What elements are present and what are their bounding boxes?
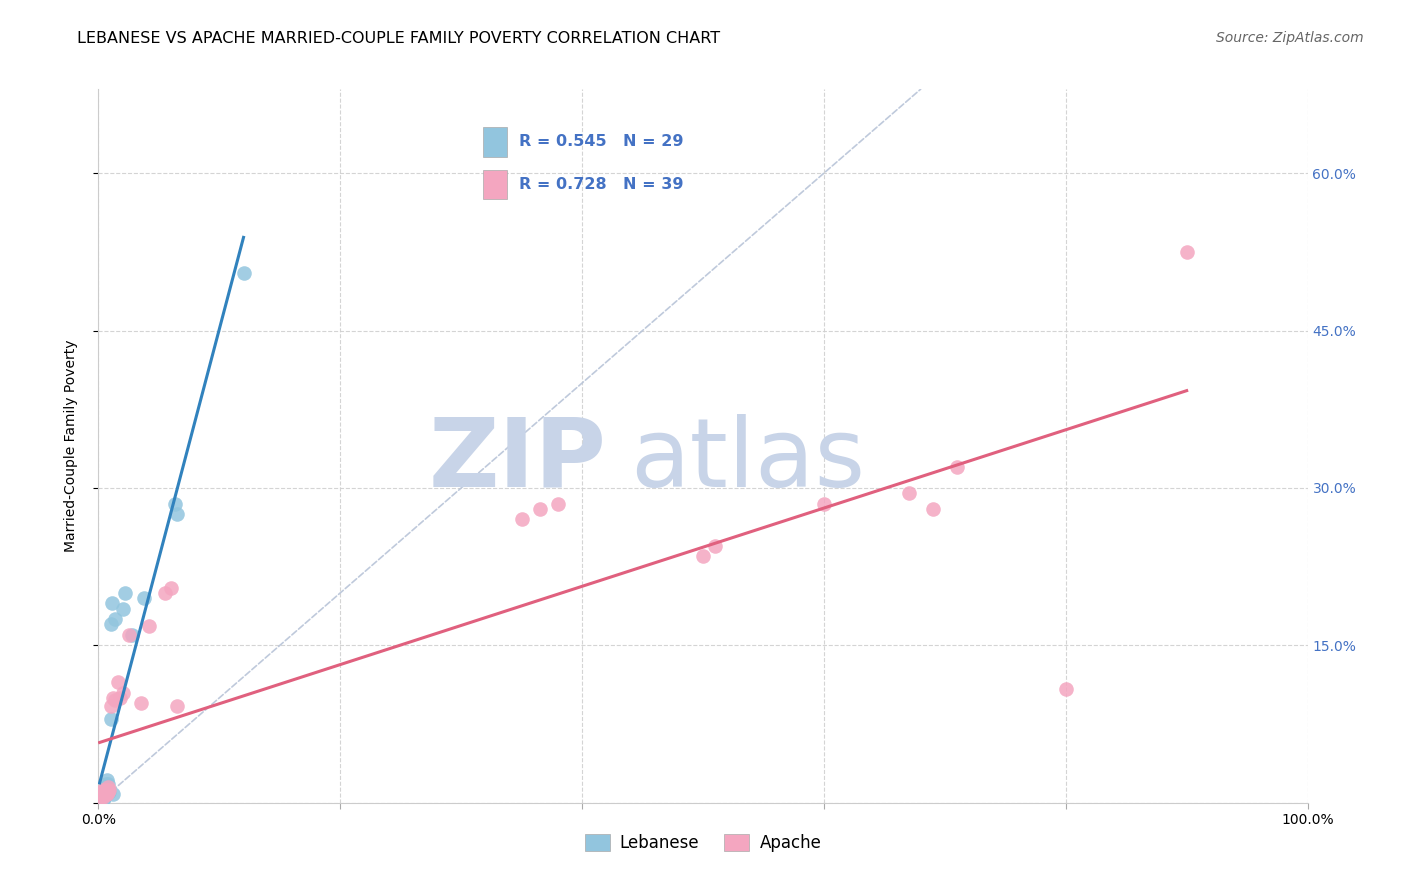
Point [98, 785, 121, 799]
Point [93, 785, 115, 799]
Point [101, 690, 124, 705]
Point [100, 617, 122, 632]
Point [692, 549, 714, 564]
Point [91, 788, 114, 802]
Point [89, 794, 111, 808]
Point [897, 486, 920, 500]
Point [129, 696, 152, 710]
Point [90, 792, 112, 806]
Point [111, 685, 134, 699]
Point [134, 591, 156, 606]
Point [94, 788, 117, 802]
Text: ZIP: ZIP [429, 414, 606, 507]
Point [91, 792, 114, 806]
Text: LEBANESE VS APACHE MARRIED-COUPLE FAMILY POVERTY CORRELATION CHART: LEBANESE VS APACHE MARRIED-COUPLE FAMILY… [77, 31, 720, 46]
Point [96, 788, 118, 802]
Legend: Lebanese, Apache: Lebanese, Apache [578, 827, 828, 859]
Point [138, 619, 160, 633]
Point [97, 777, 120, 791]
Point [704, 539, 727, 553]
Point [91, 789, 114, 803]
Point [100, 699, 122, 714]
Point [89, 788, 111, 802]
Y-axis label: Married-Couple Family Poverty: Married-Couple Family Poverty [63, 340, 77, 552]
Point [118, 628, 141, 642]
Point [91, 789, 114, 804]
Point [1175, 244, 1198, 259]
Point [1054, 682, 1077, 697]
Point [94, 777, 117, 791]
Point [100, 712, 122, 726]
Point [94, 785, 117, 799]
Point [91, 789, 114, 803]
Point [100, 596, 122, 610]
Point [166, 699, 188, 714]
Point [946, 460, 969, 475]
Text: Source: ZipAtlas.com: Source: ZipAtlas.com [1216, 31, 1364, 45]
Text: atlas: atlas [630, 414, 866, 507]
Point [163, 497, 186, 511]
Point [94, 789, 117, 803]
Point [90, 785, 112, 799]
Point [547, 497, 569, 511]
Point [166, 507, 188, 521]
Point [160, 581, 183, 595]
Point [813, 497, 835, 511]
Point [104, 612, 127, 626]
Point [91, 785, 114, 799]
Point [921, 502, 943, 516]
Point [97, 785, 120, 799]
Point [529, 502, 551, 516]
Point [121, 628, 143, 642]
Point [93, 788, 115, 802]
Point [97, 780, 120, 794]
Point [108, 690, 131, 705]
Point [90, 788, 112, 802]
Point [153, 586, 176, 600]
Point [93, 790, 115, 805]
Point [98, 783, 121, 797]
Point [104, 693, 127, 707]
Point [510, 512, 533, 526]
Point [114, 586, 136, 600]
Point [101, 788, 124, 802]
Point [93, 789, 115, 803]
Point [91, 783, 114, 797]
Point [91, 791, 114, 805]
Point [94, 783, 117, 797]
Point [96, 783, 118, 797]
Point [232, 266, 254, 280]
Point [111, 601, 134, 615]
Point [96, 772, 118, 787]
Point [90, 789, 112, 804]
Point [96, 783, 118, 797]
Point [107, 675, 129, 690]
Point [90, 790, 112, 805]
